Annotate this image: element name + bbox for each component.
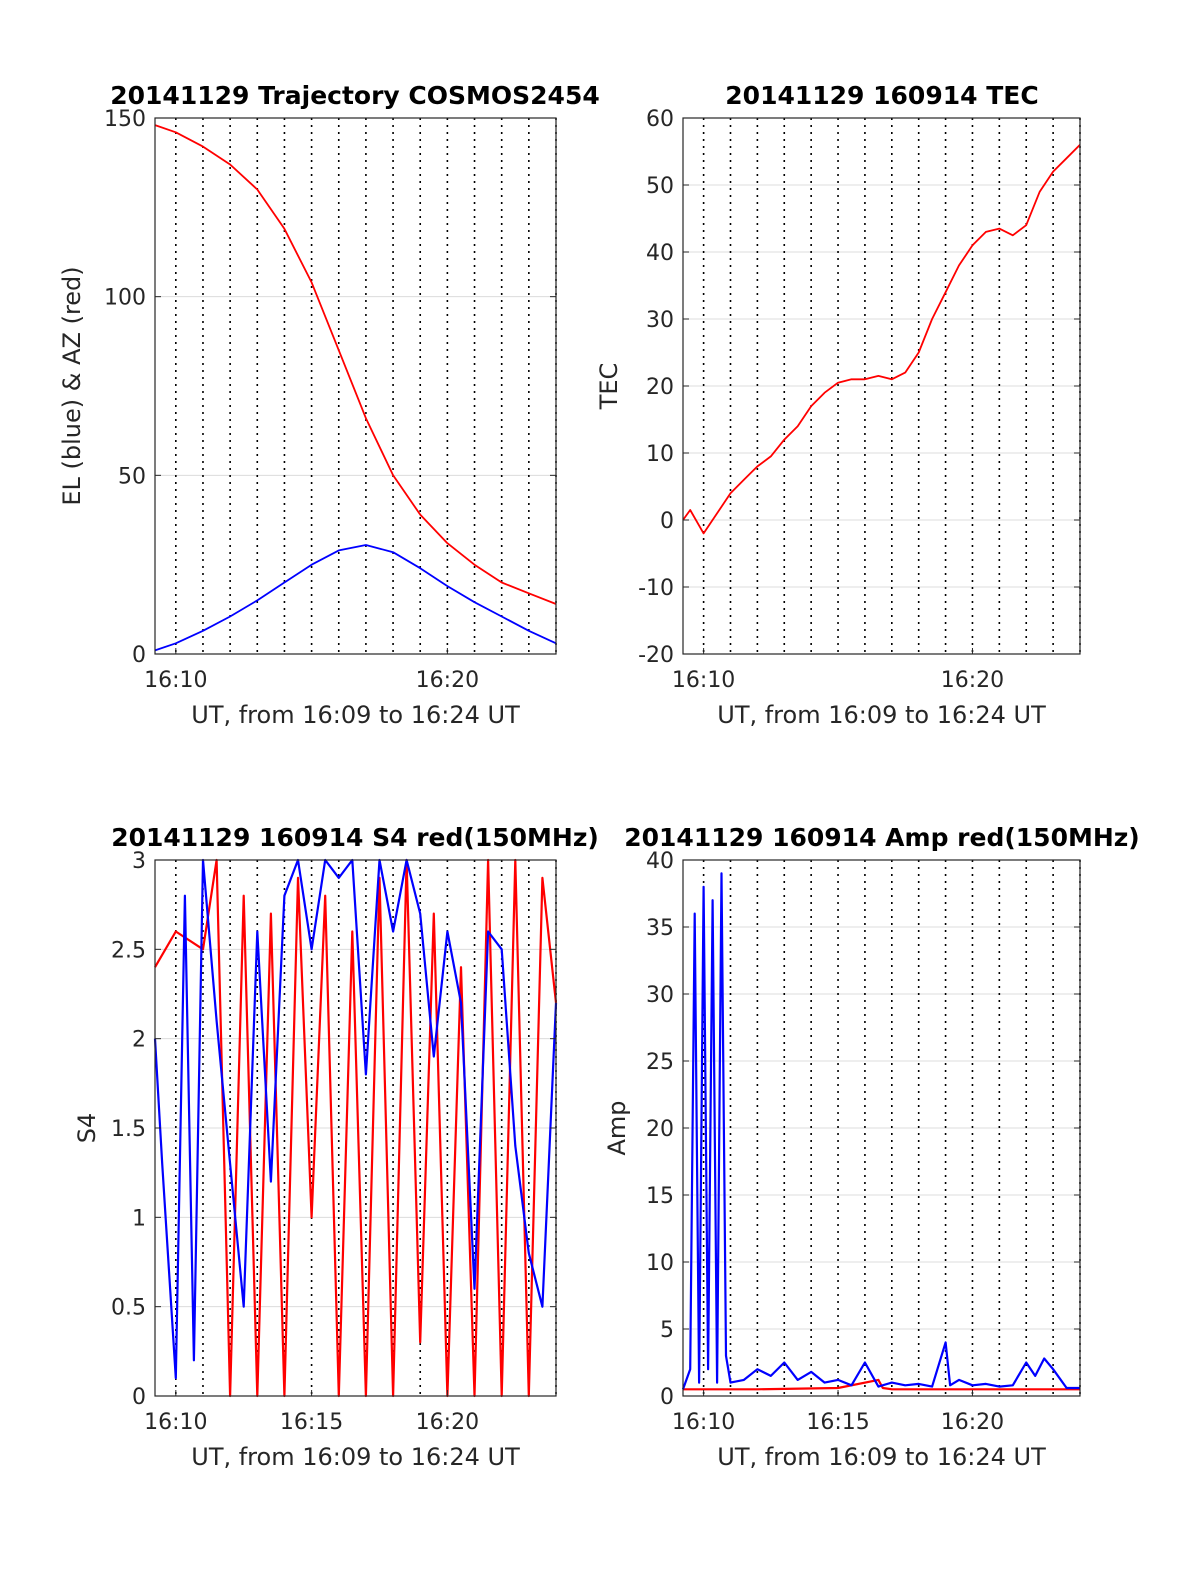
- y-tick-label: 5: [660, 1318, 674, 1343]
- y-tick-label: -10: [638, 576, 674, 601]
- y-axis-label: S4: [73, 1113, 101, 1144]
- chart-panel-4: 0 5 10 15 20 25 30 35 40 16:10 16:15 16:20 20141129 …: [603, 823, 1140, 1471]
- y-tick-label: 10: [646, 1251, 674, 1276]
- y-tick-label: 1: [132, 1206, 146, 1231]
- x-tick-label: 16:15: [280, 1410, 343, 1435]
- y-tick-label: 0: [660, 1385, 674, 1410]
- y-tick-label: 0: [132, 1385, 146, 1410]
- y-tick-label: 15: [646, 1184, 674, 1209]
- series-line-2: [153, 858, 558, 1380]
- y-tick-label: 100: [104, 286, 146, 311]
- y-tick-label: 40: [646, 241, 674, 266]
- y-tick-label: 0.5: [111, 1296, 146, 1321]
- y-tick-label: 3: [132, 849, 146, 874]
- series-line-1: [683, 1378, 1080, 1391]
- y-tick-label: 150: [104, 107, 146, 132]
- series-line-1: [154, 124, 557, 605]
- x-tick-label: 16:10: [144, 668, 207, 693]
- chart-title: 20141129 160914 Amp red(150MHz): [624, 823, 1140, 852]
- y-axis-label: TEC: [595, 363, 623, 411]
- y-tick-label: 20: [646, 1117, 674, 1142]
- x-tick-label: 16:20: [941, 1410, 1004, 1435]
- x-tick-label: 16:10: [672, 668, 735, 693]
- series-line-1: [682, 144, 1081, 535]
- chart-panel-3: 0 0.5 1 1.5 2 2.5 3 16:10 16:15 16:20 20141129 160…: [73, 823, 599, 1471]
- y-tick-label: 2: [132, 1028, 146, 1053]
- y-tick-label: 50: [646, 174, 674, 199]
- x-tick-label: 16:10: [672, 1410, 735, 1435]
- axes-box: [154, 117, 557, 655]
- y-tick-label: 60: [646, 107, 674, 132]
- chart-title: 20141129 160914 TEC: [725, 81, 1038, 110]
- x-axis-label: UT, from 16:09 to 16:24 UT: [717, 1443, 1046, 1471]
- y-tick-label: 0: [660, 509, 674, 534]
- y-tick-label: 0: [132, 643, 146, 668]
- y-axis-label: EL (blue) & AZ (red): [58, 266, 86, 505]
- series-line-2: [154, 544, 557, 652]
- x-axis-label: UT, from 16:09 to 16:24 UT: [191, 1443, 520, 1471]
- x-tick-label: 16:10: [144, 1410, 207, 1435]
- y-tick-label: 30: [646, 983, 674, 1008]
- y-tick-label: 50: [118, 464, 146, 489]
- y-tick-label: -20: [638, 643, 674, 668]
- chart-panel-2: -20 -10 0 10 20 30 40 50 60 16:10 16:20 20141129 16…: [595, 81, 1081, 729]
- plot-area: [155, 118, 556, 654]
- chart-panel-1: 0 50 100 150 16:10 16:20 20141129 Trajectory C…: [58, 81, 600, 729]
- chart-title: 20141129 Trajectory COSMOS2454: [110, 81, 600, 110]
- y-tick-label: 1.5: [111, 1117, 146, 1142]
- y-tick-label: 25: [646, 1050, 674, 1075]
- x-axis-label: UT, from 16:09 to 16:24 UT: [717, 701, 1046, 729]
- y-tick-label: 10: [646, 442, 674, 467]
- x-tick-label: 16:15: [806, 1410, 869, 1435]
- y-tick-label: 35: [646, 916, 674, 941]
- x-axis-label: UT, from 16:09 to 16:24 UT: [191, 701, 520, 729]
- x-tick-label: 16:20: [941, 668, 1004, 693]
- y-axis-label: Amp: [603, 1100, 631, 1155]
- y-tick-label: 40: [646, 849, 674, 874]
- chart-title: 20141129 160914 S4 red(150MHz): [111, 823, 599, 852]
- series-line-2: [681, 872, 1080, 1390]
- y-tick-label: 2.5: [111, 938, 146, 963]
- y-tick-label: 20: [646, 375, 674, 400]
- y-tick-label: 30: [646, 308, 674, 333]
- x-tick-label: 16:20: [416, 668, 479, 693]
- x-tick-label: 16:20: [416, 1410, 479, 1435]
